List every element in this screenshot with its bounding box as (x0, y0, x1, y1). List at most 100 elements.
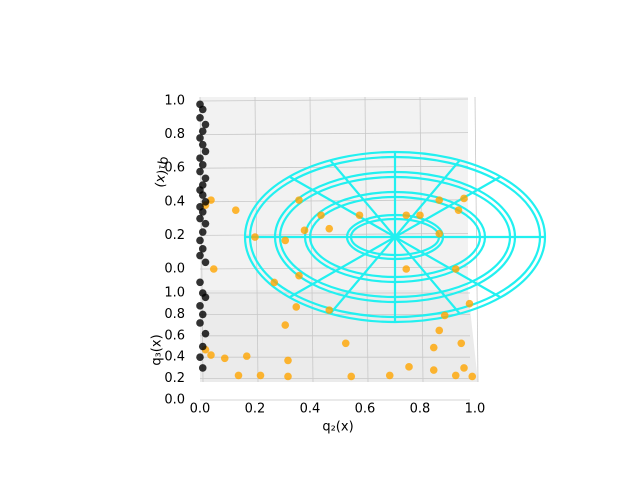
point (460, 194, 468, 203)
point (468, 372, 477, 381)
point (429, 343, 438, 352)
point (405, 363, 413, 371)
grid-line (364, 96, 369, 383)
point (234, 371, 243, 380)
point (341, 339, 350, 348)
point (355, 211, 364, 220)
y-axis-label: q₃(x) (150, 334, 165, 365)
point (270, 278, 279, 287)
y-tick-label: 0.2 (164, 371, 185, 386)
point (207, 351, 215, 359)
y-tick-label: 1.0 (164, 286, 185, 301)
points (196, 100, 477, 381)
grid-line (309, 96, 314, 383)
point (201, 219, 210, 228)
x-tick-label: 0.0 (190, 402, 211, 417)
point (198, 342, 207, 351)
point (201, 329, 210, 338)
point (317, 211, 325, 220)
point (457, 339, 466, 348)
point (209, 265, 218, 273)
x-tick-label: 0.6 (355, 402, 376, 417)
point (451, 265, 460, 273)
point (196, 319, 204, 327)
z-tick-label: 1.0 (164, 94, 185, 109)
point (460, 364, 468, 372)
grid-line (199, 266, 469, 270)
point (292, 303, 301, 311)
point (295, 196, 303, 204)
point (347, 372, 356, 381)
point (435, 229, 444, 238)
point (201, 147, 210, 156)
point (201, 120, 210, 129)
point (284, 356, 292, 365)
z-tick-label: 0.2 (164, 228, 185, 243)
point (242, 352, 251, 360)
point (300, 226, 309, 235)
x-axis-label: q₂(x) (322, 420, 353, 435)
point (198, 364, 207, 372)
x-tick-label: 1.0 (465, 402, 486, 417)
point (196, 353, 204, 362)
grid-line (474, 96, 479, 383)
point (454, 206, 463, 214)
point (201, 258, 210, 267)
point (201, 293, 210, 302)
z-axis-label: q₁(x) (152, 155, 172, 188)
point (325, 224, 334, 233)
z-tick-label: 0.8 (164, 127, 185, 142)
grid-line (199, 98, 469, 102)
point (465, 299, 474, 308)
point (196, 302, 204, 310)
y-tick-label: 0.4 (164, 350, 185, 365)
point (435, 196, 444, 204)
point (284, 372, 292, 381)
point (281, 321, 290, 329)
point (196, 167, 204, 176)
point (198, 208, 207, 216)
point (196, 278, 204, 287)
point (402, 265, 411, 273)
point (198, 245, 207, 253)
point (196, 214, 204, 223)
point (198, 127, 207, 136)
point (385, 371, 394, 380)
point (435, 326, 444, 335)
point (198, 310, 207, 319)
point (256, 371, 265, 380)
point (231, 206, 240, 214)
point (196, 251, 204, 260)
x-tick-label: 0.2 (245, 402, 266, 417)
point (196, 134, 204, 142)
point (429, 366, 438, 374)
x-tick-label: 0.8 (410, 402, 431, 417)
point (198, 161, 207, 169)
y-tick-label: 0.0 (164, 393, 185, 408)
wireframe (243, 150, 547, 324)
z-tick-label: 0.6 (164, 161, 185, 176)
point (402, 211, 411, 220)
point (440, 311, 449, 320)
point (198, 140, 207, 149)
z-tick-label: 0.0 (164, 262, 185, 277)
y-tick-label: 0.8 (164, 307, 185, 322)
point (198, 105, 207, 114)
point (220, 354, 229, 363)
point (325, 306, 334, 314)
point (416, 211, 424, 220)
point (198, 228, 207, 236)
back-pane (200, 97, 468, 290)
point (295, 271, 303, 280)
spokes (245, 152, 545, 322)
grid-line (199, 165, 469, 169)
point (251, 233, 259, 241)
y-tick-label: 0.6 (164, 328, 185, 343)
point (201, 174, 210, 183)
x-tick-label: 0.4 (300, 402, 321, 417)
point (196, 154, 204, 162)
point (196, 236, 204, 245)
grid-line (199, 132, 469, 135)
grid-line (419, 96, 424, 383)
